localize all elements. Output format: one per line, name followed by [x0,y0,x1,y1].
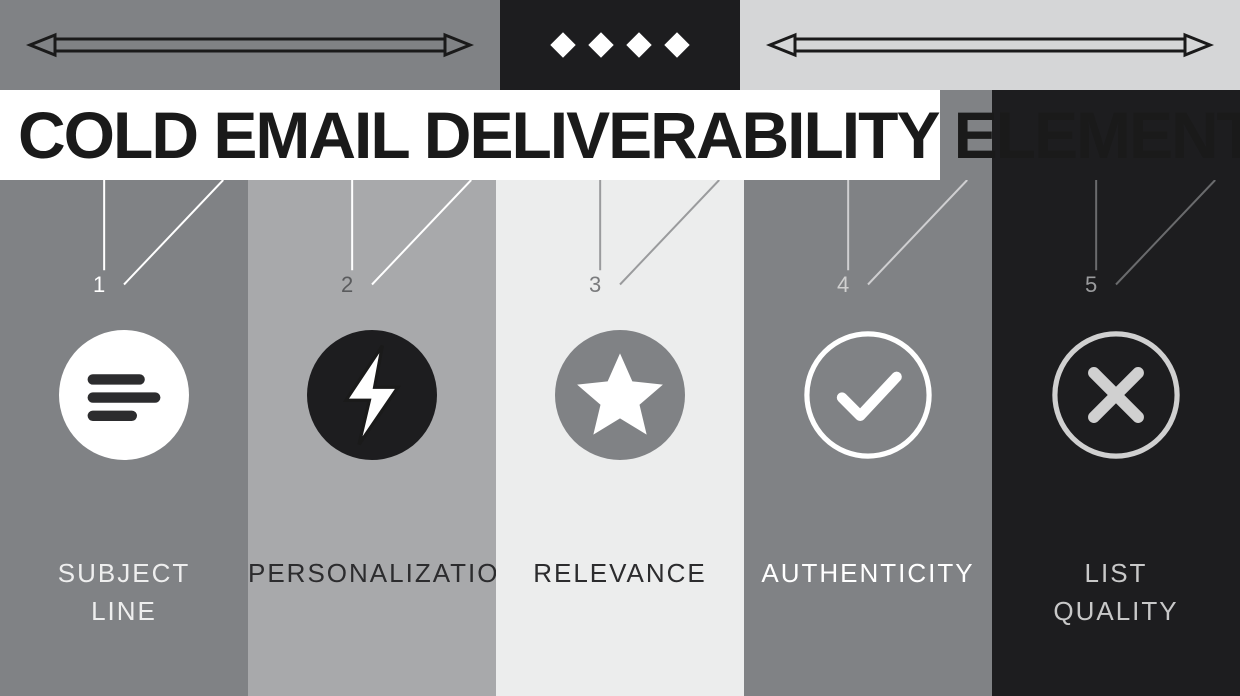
double-arrow-icon [760,20,1220,70]
column-number: 2 [341,272,353,298]
title-text: COLD EMAIL DELIVERABILITY ELEMENTS [0,97,1240,173]
column-label: AUTHENTICITY [744,555,992,593]
lightning-icon [307,330,437,460]
diamond-icon [550,32,575,57]
column-number: 1 [93,272,105,298]
connector-line [992,180,1240,290]
top-segment-right [740,0,1240,90]
connector-line [496,180,744,290]
star-icon [555,330,685,460]
diamond-icon [664,32,689,57]
connector-line [744,180,992,290]
cross-icon [1051,330,1181,460]
column-label: PERSONALIZATION [248,555,496,593]
diamond-icon [626,32,651,57]
title-bar: COLD EMAIL DELIVERABILITY ELEMENTS [0,90,1240,180]
column-label: RELEVANCE [496,555,744,593]
infographic-root: 1 SUBJECTLINE 2 PERSONALIZATION [0,0,1240,696]
double-arrow-icon [20,20,480,70]
column-number: 4 [837,272,849,298]
text-lines-icon [59,330,189,460]
checkmark-icon [803,330,933,460]
top-segment-center [500,0,741,90]
connector-line [248,180,496,290]
column-number: 5 [1085,272,1097,298]
column-number: 3 [589,272,601,298]
column-label: LISTQUALITY [992,555,1240,630]
top-segment-left [0,0,500,90]
column-label: SUBJECTLINE [0,555,248,630]
top-decoration-row [0,0,1240,90]
diamond-icon [588,32,613,57]
connector-line [0,180,248,290]
